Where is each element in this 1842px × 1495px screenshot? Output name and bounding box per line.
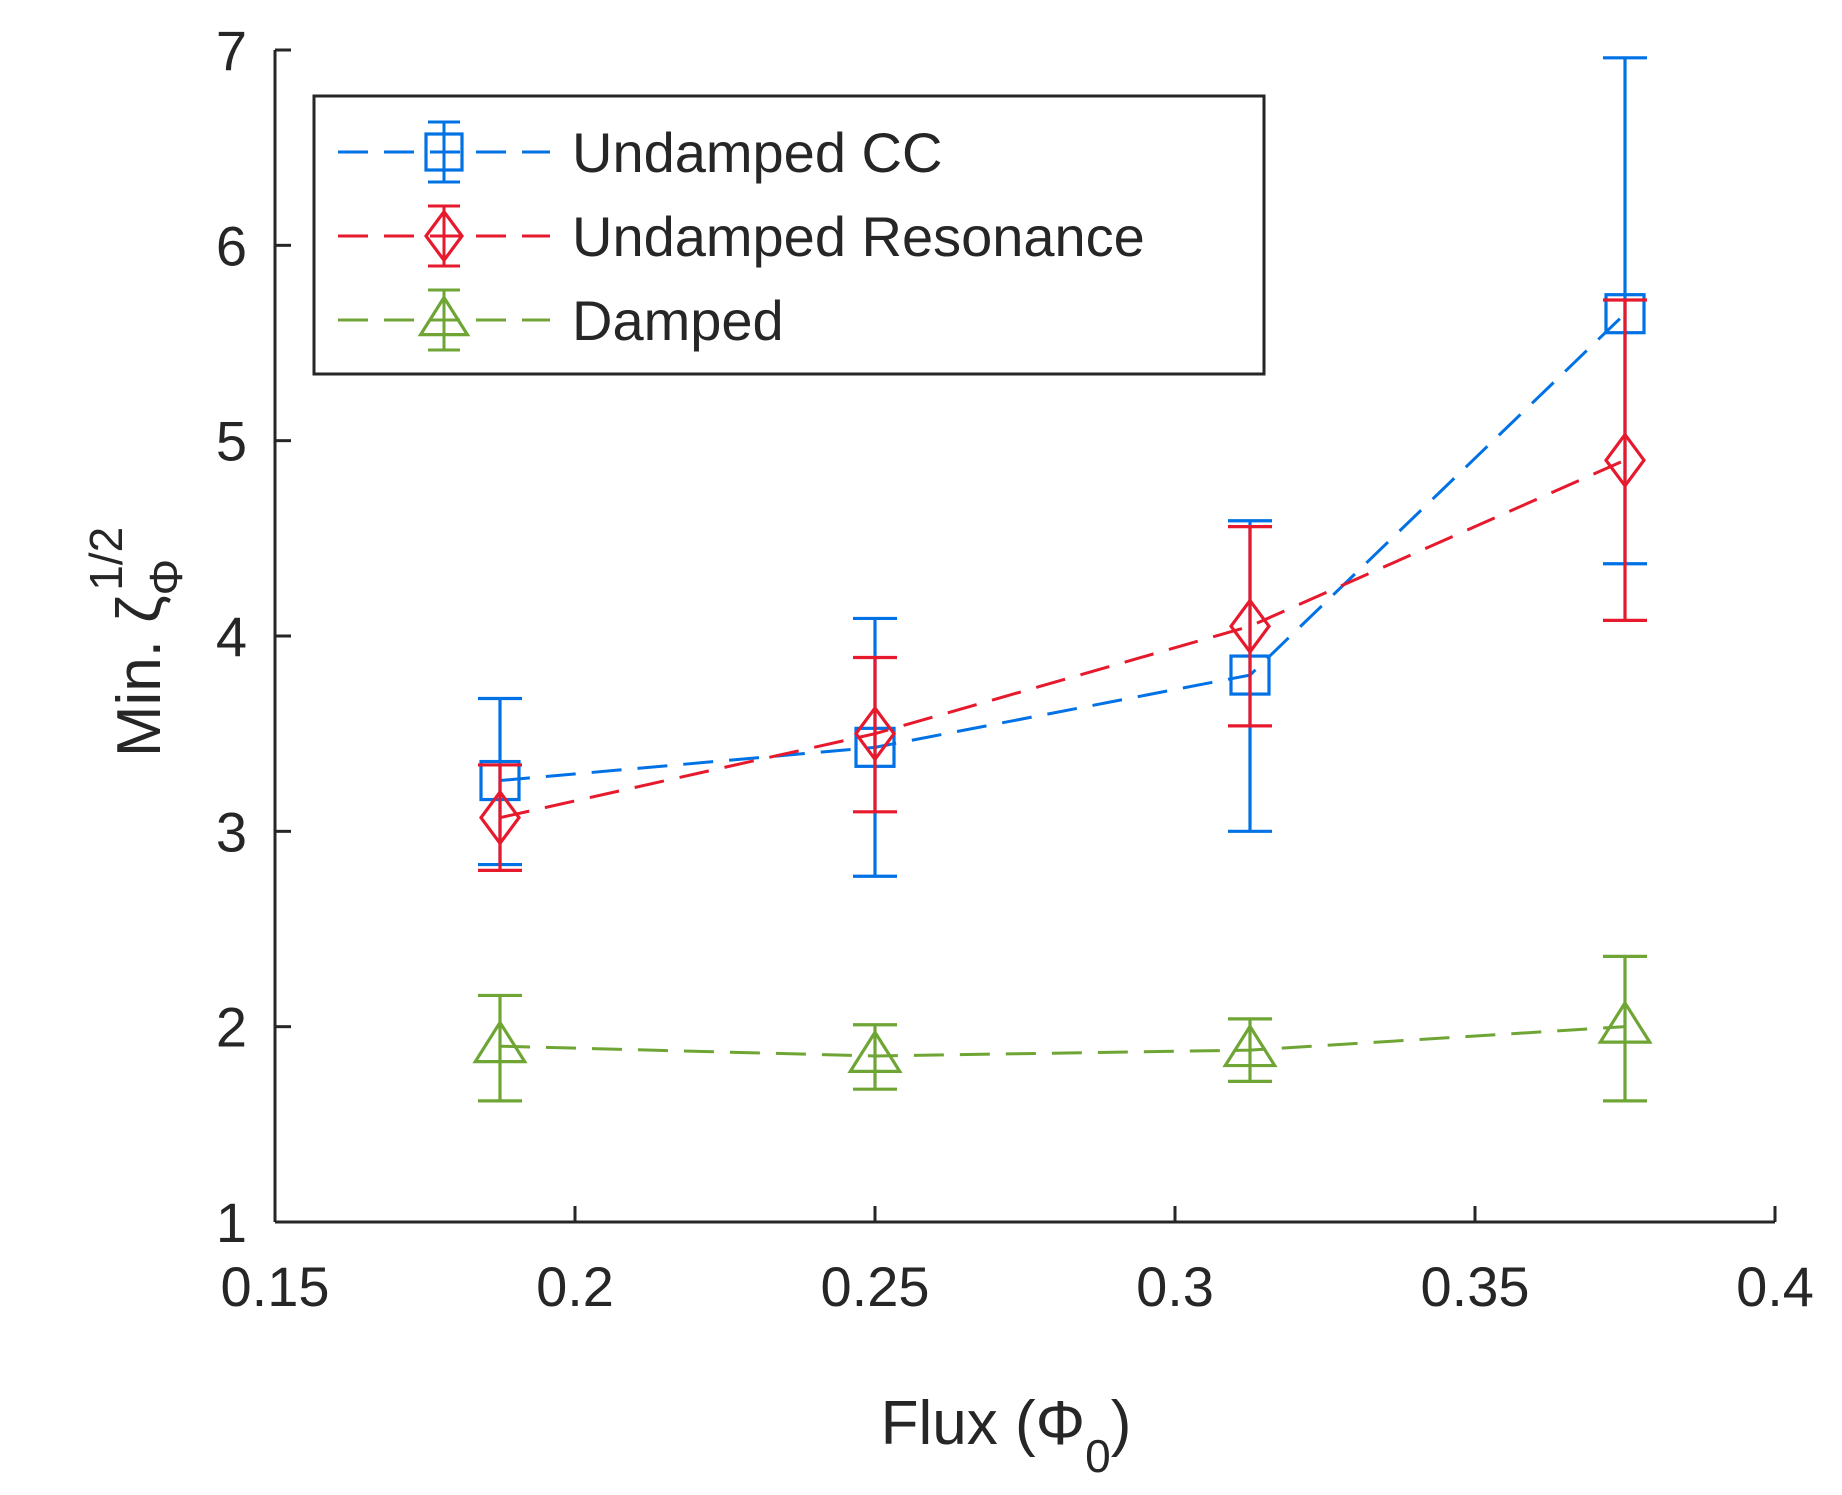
- data-point: [1222, 1023, 1278, 1068]
- data-point: [472, 1019, 528, 1064]
- series-line: [499, 458, 1626, 820]
- x-tick-label: 0.35: [1421, 1255, 1530, 1318]
- legend-marker: [424, 132, 464, 172]
- series-undamped-resonance: [478, 298, 1647, 873]
- y-axis-title-superscript: 1/2: [80, 527, 132, 591]
- data-point: [847, 1029, 903, 1074]
- data-point: [1229, 597, 1271, 655]
- legend-marker: [417, 294, 471, 337]
- legend: Undamped CC Undamped Resonance Damped: [312, 94, 1266, 376]
- y-axis-title-main: Min. ζ: [105, 595, 174, 757]
- x-tick-label: 0.3: [1136, 1255, 1214, 1318]
- x-axis-title-close: ): [1111, 1389, 1132, 1458]
- series-damped: [472, 954, 1653, 1103]
- y-tick-label: 3: [216, 800, 247, 863]
- legend-label: Damped: [572, 289, 784, 352]
- x-axis-title-subscript: 0: [1085, 1430, 1111, 1482]
- y-tick-label: 6: [216, 214, 247, 277]
- series-layer: [472, 56, 1653, 1103]
- y-tick-label: 4: [216, 605, 247, 668]
- data-point: [479, 789, 521, 846]
- legend-item: Undamped CC: [338, 120, 942, 184]
- y-tick-label: 7: [216, 19, 247, 82]
- x-tick-label: 0.25: [821, 1255, 930, 1318]
- axis-layer: 0.15 0.2 0.25 0.3 0.35 0.4 1 2 3 4 5 6 7: [216, 19, 1814, 1318]
- legend-label: Undamped Resonance: [572, 205, 1145, 268]
- legend-item: Undamped Resonance: [338, 204, 1145, 268]
- x-tick-label: 0.15: [221, 1255, 330, 1318]
- x-axis-title-main: Flux (Φ: [881, 1389, 1085, 1458]
- series-line: [499, 1025, 1626, 1058]
- legend-item: Damped: [338, 288, 784, 352]
- legend-label: Undamped CC: [572, 121, 942, 184]
- legend-box: [312, 94, 1266, 376]
- y-axis-title: Min. ζΦ1/2: [80, 527, 192, 757]
- x-axis-title: Flux (Φ0): [881, 1389, 1132, 1482]
- y-tick-label: 1: [216, 1191, 247, 1254]
- x-tick-label: 0.2: [536, 1255, 614, 1318]
- y-tick-label: 2: [216, 996, 247, 1059]
- data-point: [1604, 431, 1646, 489]
- data-point: [854, 705, 896, 763]
- x-tick-label: 0.4: [1736, 1255, 1814, 1318]
- series-line: [499, 312, 1627, 783]
- y-tick-label: 5: [216, 410, 247, 473]
- data-point: [1597, 999, 1653, 1044]
- legend-marker: [424, 209, 464, 263]
- y-axis-title-subscript: Φ: [140, 559, 192, 596]
